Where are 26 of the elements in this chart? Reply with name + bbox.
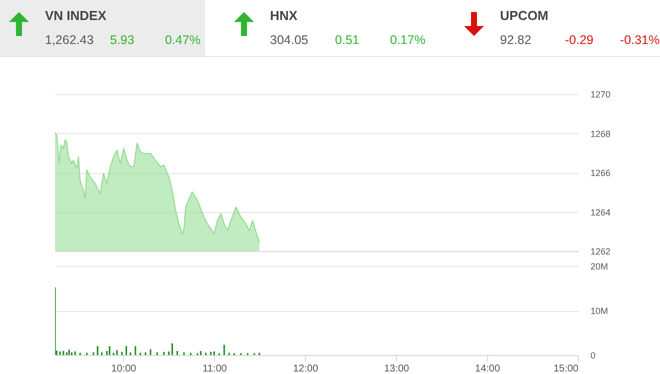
category-label: VN INDEX (45, 8, 106, 23)
text: 92.82 (500, 33, 532, 47)
text: 1,262.43 (45, 33, 94, 47)
text: 5.93 (110, 33, 134, 47)
text: 0.17% (390, 33, 426, 47)
x-tick-label: 15:00 (553, 364, 579, 374)
text: 0.47% (165, 33, 200, 47)
y-tick-label: 0 (590, 350, 596, 360)
category-label: UPCOM (500, 8, 548, 23)
x-tick-label: 13:00 (384, 364, 410, 374)
y-tick-label: 10M (590, 306, 608, 316)
text: -0.31% (620, 33, 660, 47)
text: 304.05 (270, 33, 308, 47)
text: -0.29 (565, 33, 594, 47)
text: 0.51 (335, 33, 360, 47)
y-tick-label: 1264 (590, 207, 611, 218)
y-tick-label: 1270 (590, 90, 611, 100)
x-tick-label: 10:00 (111, 364, 137, 374)
y-tick-label: 1266 (590, 168, 611, 178)
x-tick-label: 11:00 (202, 364, 228, 374)
category-label: HNX (270, 8, 298, 23)
y-tick-label: 1262 (590, 246, 611, 256)
x-tick-label: 12:00 (293, 364, 319, 374)
y-tick-label: 20M (590, 262, 608, 272)
x-tick-label: 14:00 (475, 364, 500, 374)
y-tick-label: 1268 (590, 128, 611, 139)
